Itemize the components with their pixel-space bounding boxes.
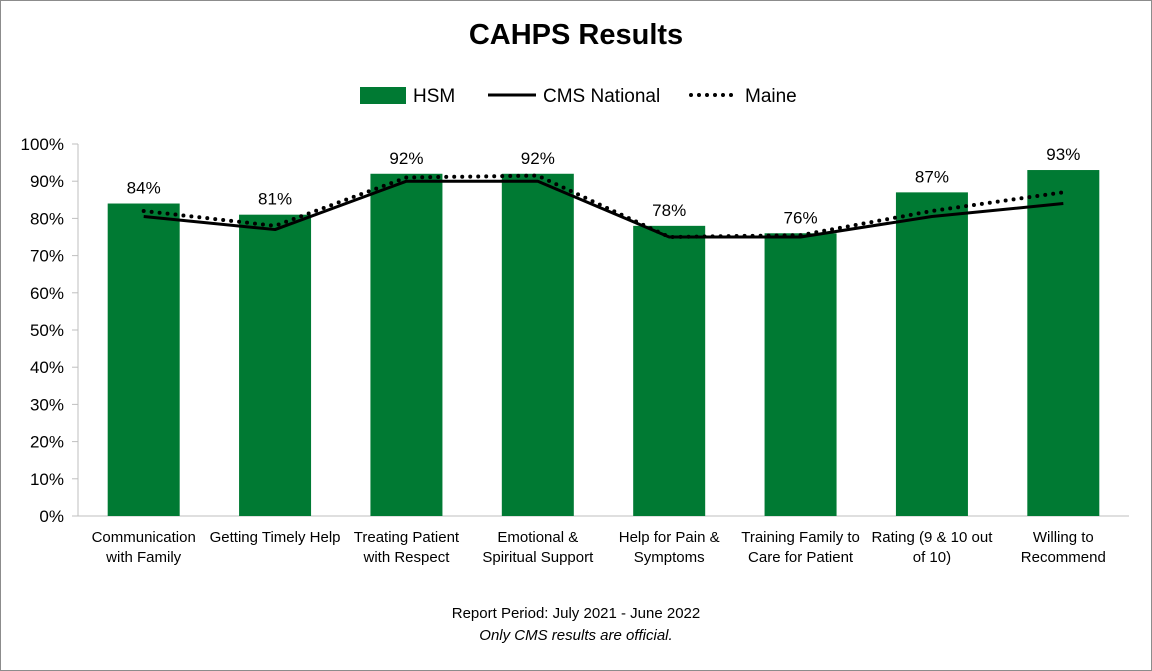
bar-data-label: 81% bbox=[258, 190, 292, 209]
bar-data-label: 78% bbox=[652, 201, 686, 220]
bar-hsm bbox=[895, 192, 968, 517]
y-tick-label: 30% bbox=[30, 395, 64, 414]
bar-data-label: 84% bbox=[127, 179, 161, 198]
legend: HSM CMS National Maine bbox=[360, 86, 797, 107]
bar-hsm bbox=[1027, 170, 1100, 517]
line-maine bbox=[141, 173, 1066, 239]
official-note: Only CMS results are official. bbox=[479, 627, 673, 644]
x-category-label: Rating (9 & 10 out of 10) bbox=[871, 529, 993, 566]
y-tick-label: 20% bbox=[30, 433, 64, 452]
bar-hsm bbox=[764, 233, 837, 516]
y-tick-label: 50% bbox=[30, 321, 64, 340]
chart-title: CAHPS Results bbox=[468, 19, 684, 51]
y-tick-label: 80% bbox=[30, 209, 64, 228]
x-category-label: Help for Pain & Symptoms bbox=[619, 529, 720, 566]
bar-hsm bbox=[633, 225, 706, 516]
y-tick-label: 40% bbox=[30, 358, 64, 377]
bar-hsm bbox=[107, 203, 180, 516]
line-cms-national bbox=[143, 179, 1064, 239]
x-category-label: Training Family to Care for Patient bbox=[741, 529, 860, 566]
bar-data-label: 92% bbox=[521, 149, 555, 168]
bar-hsm bbox=[239, 214, 312, 516]
legend-label-cms-national: CMS National bbox=[543, 86, 660, 107]
report-period: Report Period: July 2021 - June 2022 bbox=[451, 605, 701, 622]
legend-label-maine: Maine bbox=[745, 86, 797, 107]
x-category-label: Treating Patient with Respect bbox=[354, 529, 460, 566]
y-tick-label: 100% bbox=[21, 135, 64, 154]
y-tick-label: 0% bbox=[39, 507, 64, 526]
x-category-label: Getting Timely Help bbox=[210, 529, 341, 546]
bar-data-label: 93% bbox=[1046, 145, 1080, 164]
legend-label-hsm: HSM bbox=[413, 86, 455, 107]
y-tick-label: 60% bbox=[30, 284, 64, 303]
bar-data-label: 87% bbox=[915, 167, 949, 186]
x-category-label: Communication with Family bbox=[92, 529, 196, 566]
y-tick-label: 70% bbox=[30, 247, 64, 266]
bar-data-label: 92% bbox=[389, 149, 423, 168]
y-tick-label: 10% bbox=[30, 470, 64, 489]
x-category-label: Willing to Recommend bbox=[1021, 529, 1106, 566]
bar-hsm bbox=[370, 173, 443, 516]
legend-swatch-hsm bbox=[360, 87, 406, 104]
y-tick-label: 90% bbox=[30, 172, 64, 191]
bar-data-label: 76% bbox=[784, 208, 818, 227]
bar-hsm bbox=[501, 173, 574, 516]
x-category-label: Emotional & Spiritual Support bbox=[482, 529, 594, 566]
